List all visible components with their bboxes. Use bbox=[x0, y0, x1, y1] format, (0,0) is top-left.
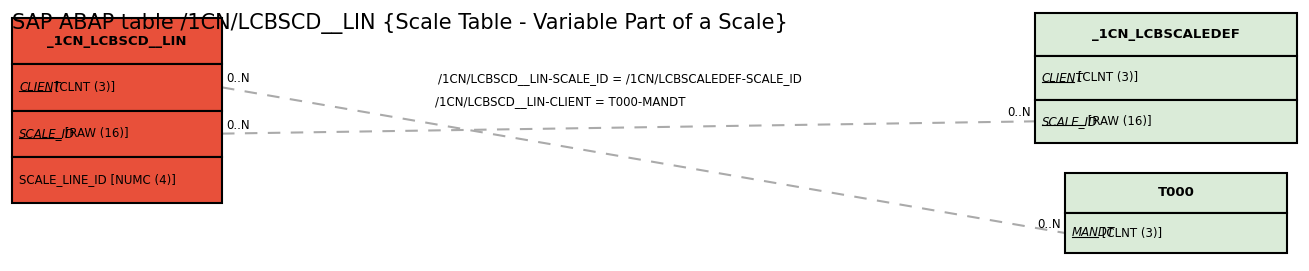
Text: SCALE_ID: SCALE_ID bbox=[20, 127, 75, 140]
Bar bbox=[1066, 213, 1287, 253]
Text: _1CN_LCBSCD__LIN: _1CN_LCBSCD__LIN bbox=[47, 35, 187, 48]
Bar bbox=[12, 157, 223, 203]
Text: /1CN/LCBSCD__LIN-SCALE_ID = /1CN/LCBSCALEDEF-SCALE_ID: /1CN/LCBSCD__LIN-SCALE_ID = /1CN/LCBSCAL… bbox=[439, 72, 802, 85]
Text: SCALE_LINE_ID [NUMC (4)]: SCALE_LINE_ID [NUMC (4)] bbox=[20, 173, 175, 186]
Text: /1CN/LCBSCD__LIN-CLIENT = T000-MANDT: /1CN/LCBSCD__LIN-CLIENT = T000-MANDT bbox=[435, 95, 685, 108]
Text: SAP ABAP table /1CN/LCBSCD__LIN {Scale Table - Variable Part of a Scale}: SAP ABAP table /1CN/LCBSCD__LIN {Scale T… bbox=[12, 13, 788, 34]
Text: [CLNT (3)]: [CLNT (3)] bbox=[1098, 227, 1162, 240]
Text: MANDT: MANDT bbox=[1072, 227, 1115, 240]
Text: 0..N: 0..N bbox=[1008, 106, 1031, 119]
Text: [CLNT (3)]: [CLNT (3)] bbox=[51, 81, 115, 94]
Bar bbox=[1035, 100, 1297, 143]
Text: [RAW (16)]: [RAW (16)] bbox=[1084, 115, 1152, 128]
Bar bbox=[1035, 13, 1297, 56]
Bar bbox=[12, 111, 223, 157]
Text: 0..N: 0..N bbox=[226, 72, 250, 85]
Bar bbox=[12, 64, 223, 111]
Bar bbox=[12, 18, 223, 64]
Text: SCALE_ID: SCALE_ID bbox=[1042, 115, 1098, 128]
Text: _1CN_LCBSCALEDEF: _1CN_LCBSCALEDEF bbox=[1092, 28, 1240, 41]
Text: [RAW (16)]: [RAW (16)] bbox=[62, 127, 128, 140]
Text: CLIENT: CLIENT bbox=[1042, 72, 1084, 85]
Text: [CLNT (3)]: [CLNT (3)] bbox=[1073, 72, 1138, 85]
Text: T000: T000 bbox=[1157, 186, 1194, 199]
Bar bbox=[1035, 56, 1297, 100]
Text: 0..N: 0..N bbox=[1037, 218, 1062, 231]
Text: CLIENT: CLIENT bbox=[20, 81, 60, 94]
Text: 0..N: 0..N bbox=[226, 119, 250, 132]
Bar bbox=[1066, 173, 1287, 213]
